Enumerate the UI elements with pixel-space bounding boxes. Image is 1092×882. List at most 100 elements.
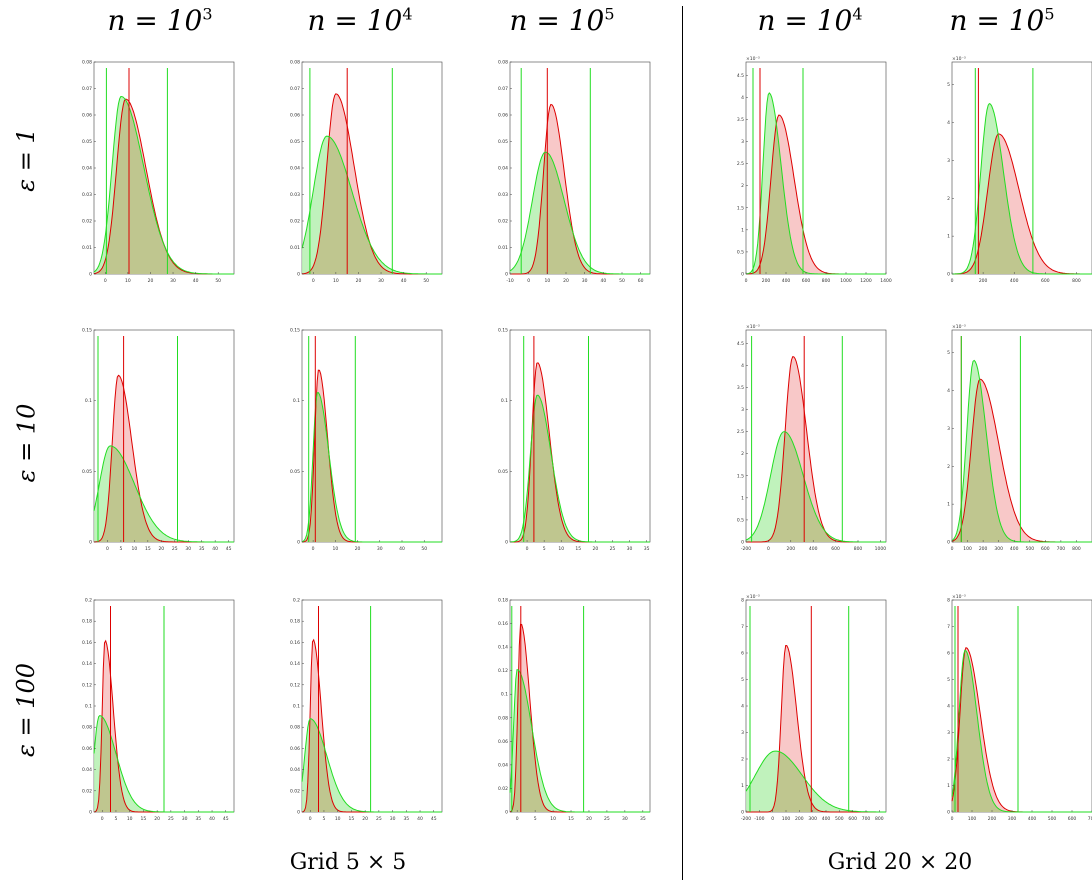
x-tick-label: 40 — [600, 278, 606, 284]
x-tick-label: 400 — [782, 278, 791, 284]
density-panel: 0 200 400 600 800 0 1 2 3 4 5 ×10⁻³ — [947, 56, 1092, 286]
y-tick-label: 0.03 — [82, 192, 92, 198]
x-tick-label: 400 — [1010, 278, 1019, 284]
y-tick-label: 0 — [741, 272, 744, 278]
x-tick-label: 40 — [193, 278, 199, 284]
y-tick-label: 3 — [741, 139, 744, 145]
x-tick-label: -100 — [754, 816, 764, 822]
y-tick-label: 5 — [947, 677, 950, 683]
x-tick-label: 40 — [401, 278, 407, 284]
x-tick-label: 60 — [638, 278, 644, 284]
x-tick-label: 35 — [199, 546, 205, 552]
x-tick-label: 700 — [1057, 546, 1066, 552]
y-tick-label: 0.02 — [82, 788, 92, 794]
density-chart: 0 200 400 600 800 0 1 2 3 4 5 ×10⁻³ — [947, 56, 1092, 284]
y-tick-label: 0.05 — [498, 469, 508, 475]
y-tick-label: 1 — [947, 502, 950, 508]
x-tick-label: 35 — [644, 546, 650, 552]
x-tick-label: 500 — [1025, 546, 1034, 552]
x-tick-label: 1400 — [880, 278, 892, 284]
x-tick-label: 35 — [640, 816, 646, 822]
y-tick-label: 0.12 — [290, 682, 300, 688]
x-tick-label: 600 — [1041, 546, 1050, 552]
y-tick-label: 0.18 — [498, 598, 508, 604]
y-tick-label: 5 — [741, 677, 744, 683]
y-tick-label: 0.12 — [82, 682, 92, 688]
red-density-area — [952, 647, 1092, 812]
x-tick-label: 0 — [745, 278, 748, 284]
y-tick-label: 0.08 — [82, 725, 92, 731]
y-tick-label: 0 — [89, 272, 92, 278]
y-tick-label: 8 — [947, 598, 950, 604]
x-tick-label: 100 — [963, 546, 972, 552]
col-header-text: n = 10 — [757, 4, 853, 37]
y-tick-label: 1.5 — [737, 205, 744, 211]
green-density-line — [951, 649, 1092, 813]
y-tick-label: 0.07 — [290, 86, 300, 92]
x-tick-label: 0 — [527, 278, 530, 284]
x-tick-label: 10 — [550, 816, 556, 822]
green-density-line — [509, 394, 650, 543]
x-tick-label: 10 — [332, 546, 338, 552]
row-header-text: ε = 100 — [12, 662, 40, 758]
density-panel: 0 5 10 15 20 25 30 35 0 0.05 0.1 0.15 — [498, 328, 654, 554]
col-header-text: n = 10 — [107, 4, 203, 37]
y-tick-label: 3 — [741, 730, 744, 736]
x-tick-label: 15 — [568, 816, 574, 822]
green-density-line — [509, 669, 650, 813]
y-tick-label: 0.02 — [290, 219, 300, 225]
density-panel: -200 -100 0 100 200 300 400 500 600 700 800 0 1 2 3 4 5 6… — [741, 594, 890, 824]
y-tick-label: 2 — [741, 451, 744, 457]
x-tick-label: 0 — [104, 278, 107, 284]
col-header-exp: 4 — [402, 4, 413, 24]
col-header-2: n = 104 — [270, 4, 450, 37]
y-tick-label: 5 — [947, 350, 950, 356]
y-tick-label: 2.5 — [737, 161, 744, 167]
y-tick-label: 0.15 — [498, 328, 508, 334]
x-tick-label: 200 — [787, 546, 796, 552]
y-tick-label: 0.04 — [290, 166, 300, 172]
col-header-exp: 4 — [852, 4, 863, 24]
density-chart: 0 10 20 30 40 50 0 0.05 0.1 0.15 — [290, 328, 443, 552]
green-density-line — [951, 359, 1092, 543]
y-tick-label: 4 — [947, 388, 950, 394]
x-tick-label: 200 — [979, 546, 988, 552]
y-tick-label: 6 — [947, 651, 950, 657]
y-tick-label: 0.12 — [498, 668, 508, 674]
y-tick-label: 4.5 — [737, 73, 744, 79]
x-tick-label: 30 — [182, 816, 188, 822]
x-tick-label: 600 — [1041, 278, 1050, 284]
y-tick-label: 0.07 — [82, 86, 92, 92]
y-tick-label: 0 — [947, 810, 950, 816]
density-panel: 0 5 10 15 20 25 30 35 40 45 0 0.05 0.1 0.15 — [82, 328, 238, 554]
y-tick-label: 3 — [947, 426, 950, 432]
x-tick-label: 50 — [421, 546, 427, 552]
x-tick-label: 700 — [1088, 816, 1092, 822]
x-tick-label: 25 — [376, 816, 382, 822]
density-panel: 0 100 200 300 400 500 600 700 800 0 1 2 3 4 5 ×10⁻³ — [947, 324, 1092, 554]
y-tick-label: 1.5 — [737, 473, 744, 479]
col-header-3: n = 105 — [472, 4, 652, 37]
y-tick-label: 2.5 — [737, 429, 744, 435]
x-tick-label: 800 — [854, 546, 863, 552]
x-tick-label: 15 — [575, 546, 581, 552]
y-tick-label: 0.16 — [498, 621, 508, 627]
x-tick-label: 1200 — [860, 278, 872, 284]
density-chart: -10 0 10 20 30 40 50 6000.010.020.030.040.050.0… — [498, 60, 651, 284]
x-tick-label: 400 — [1010, 546, 1019, 552]
y-tick-label: 4 — [947, 120, 950, 126]
x-tick-label: 0 — [101, 816, 104, 822]
y-tick-label: 6 — [741, 651, 744, 657]
y-tick-label: 0.04 — [498, 762, 508, 768]
y-tick-label: 0.1 — [293, 704, 300, 710]
y-tick-label: 0.02 — [498, 219, 508, 225]
x-tick-label: 30 — [378, 278, 384, 284]
row-header-text: ε = 10 — [12, 403, 41, 483]
y-tick-label: 0 — [741, 540, 744, 546]
x-tick-label: 15 — [349, 816, 355, 822]
density-chart: 0 10 20 30 40 50 0 0.01 0.02 0.03 0.04 0.05 0.06 0.07… — [290, 60, 443, 284]
y-tick-label: 0.06 — [290, 113, 300, 119]
y-tick-label: 0.2 — [293, 598, 300, 604]
y-tick-label: 0 — [505, 540, 508, 546]
y-tick-label: 0 — [89, 810, 92, 816]
